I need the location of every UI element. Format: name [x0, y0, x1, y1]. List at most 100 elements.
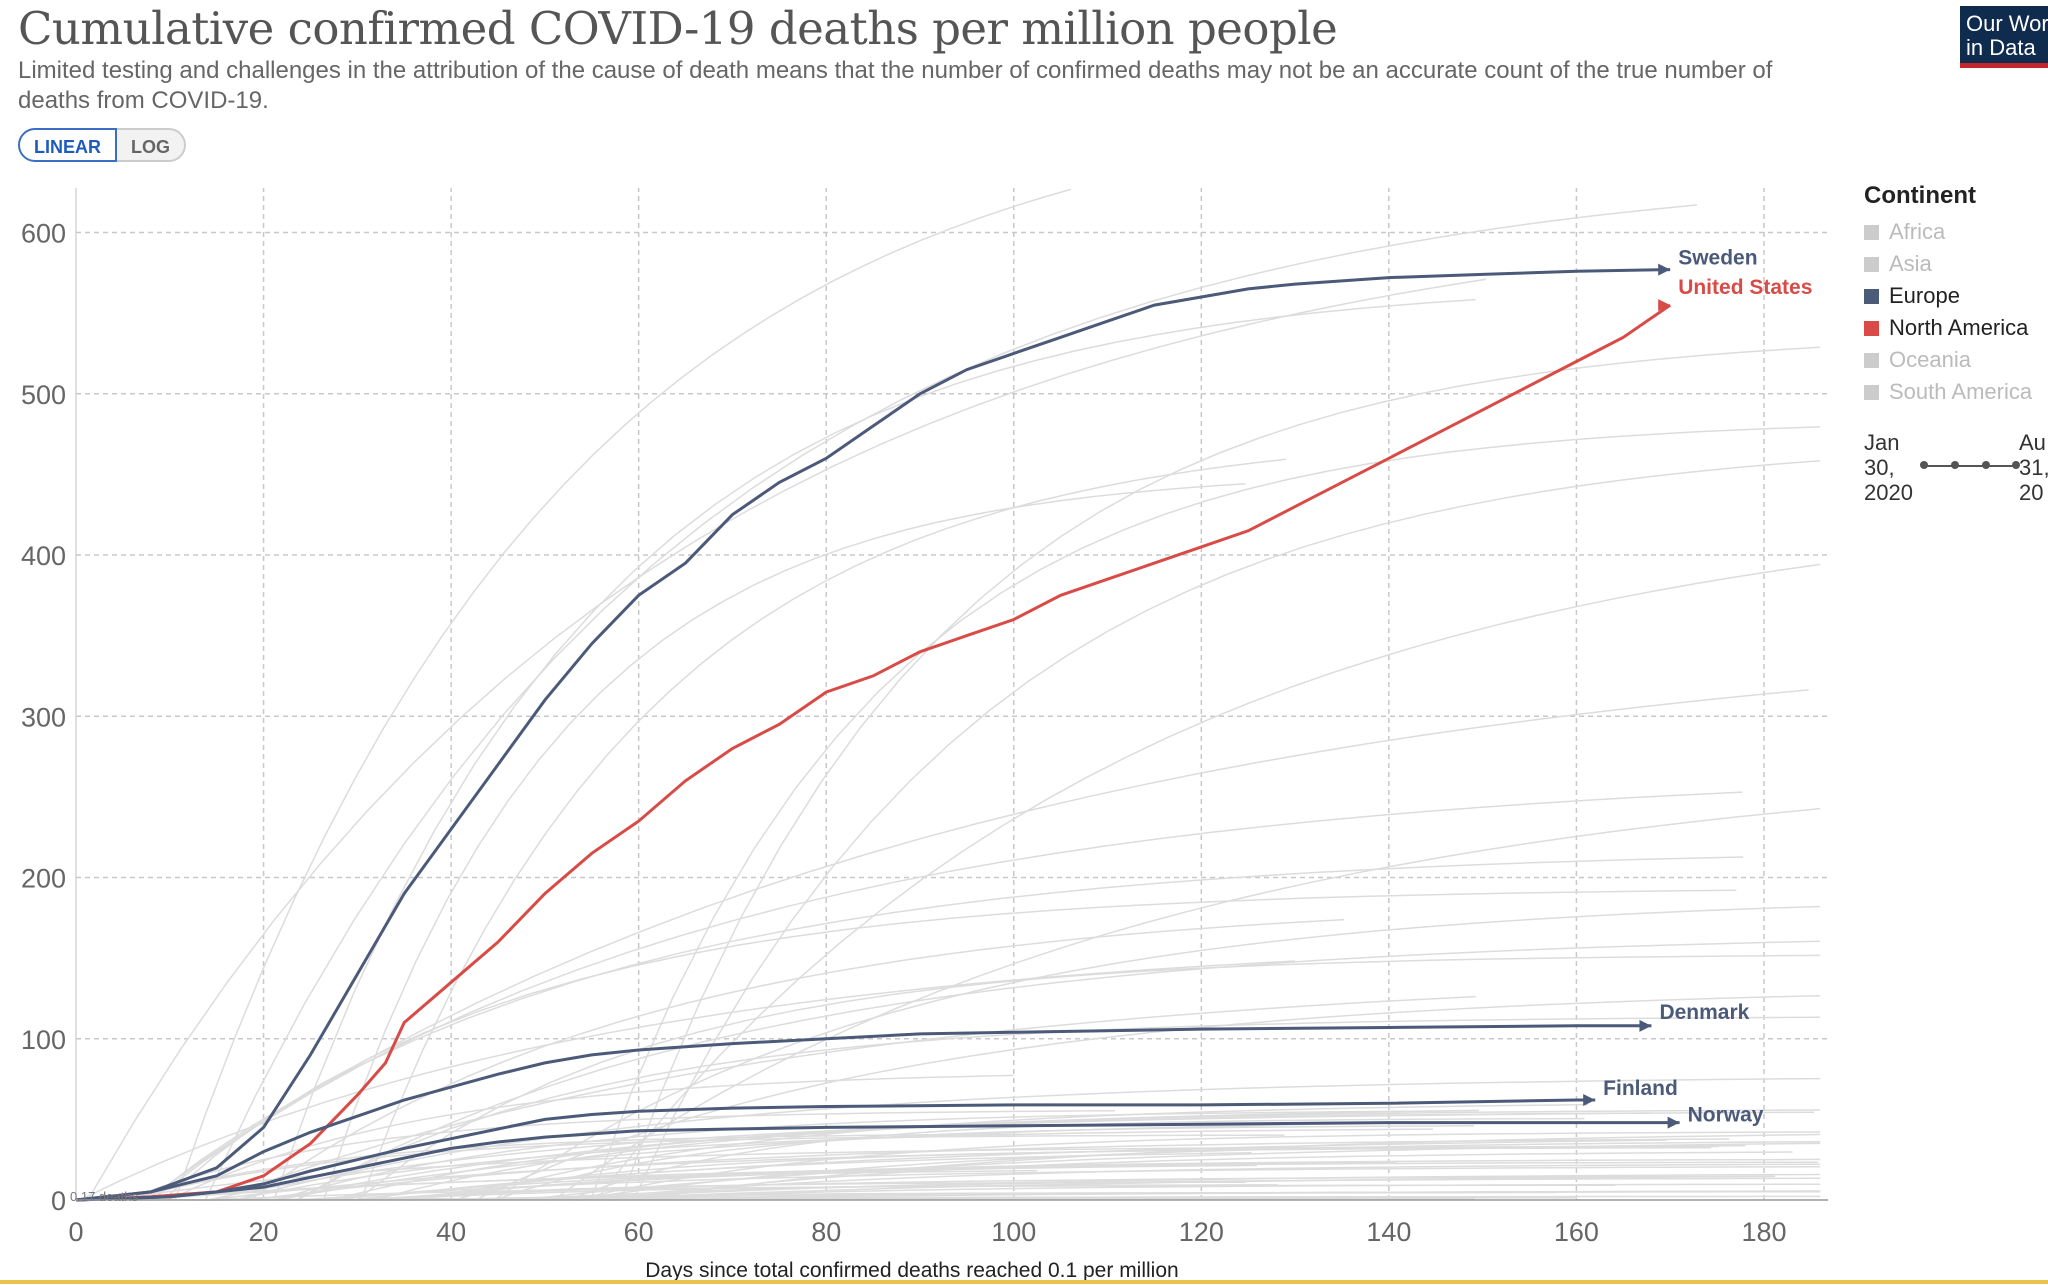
log-scale-button[interactable]: LOG: [117, 128, 186, 162]
legend-item-africa[interactable]: Africa: [1864, 216, 2032, 248]
background-country-line: [575, 1175, 1776, 1201]
highlighted-series: [75, 263, 1680, 1202]
chart-subtitle: Limited testing and challenges in the at…: [18, 57, 1773, 114]
background-country-line: [162, 889, 1737, 1201]
linear-scale-button[interactable]: LINEAR: [18, 128, 117, 162]
legend: Continent Africa Asia Europe North America O…: [1864, 182, 2032, 408]
background-country-line: [365, 1181, 1246, 1201]
x-tick-label: 40: [436, 1217, 466, 1247]
logo-line-2: in Data: [1966, 35, 2036, 60]
axes: 0 100 200 300 400 500 600 0 20 40 60 80 100 120 140 160…: [21, 188, 1828, 1247]
series-label-norway: Norway: [1688, 1104, 1764, 1127]
series-arrow-norway: [1667, 1116, 1680, 1129]
background-country-line: [520, 1142, 1821, 1201]
background-country-line: [235, 1077, 1821, 1201]
legend-swatch: [1864, 224, 1879, 240]
timeline-start-handle[interactable]: [1920, 461, 1928, 469]
background-country-line: [216, 995, 1476, 1201]
legend-label: South America: [1889, 379, 2033, 404]
chart-title: Cumulative confirmed COVID-19 deaths per…: [18, 2, 1338, 55]
timeline-slider[interactable]: Jan 30, 2020 Au 31, 20: [1864, 430, 2048, 510]
legend-label: Africa: [1889, 219, 1946, 244]
series-line-united-states: [75, 303, 1672, 1202]
background-country-line: [350, 1139, 1668, 1201]
legend-item-asia[interactable]: Asia: [1864, 248, 2032, 280]
legend-label: Asia: [1889, 251, 1932, 276]
background-lines: [79, 188, 1821, 1201]
timeline-track[interactable]: [1920, 461, 2020, 469]
legend-label: Oceania: [1889, 347, 1971, 372]
background-country-line: [275, 1122, 1358, 1201]
series-line-denmark: [75, 1024, 1652, 1202]
background-country-line: [493, 905, 1821, 1201]
legend-item-europe[interactable]: Europe: [1864, 280, 2032, 312]
background-country-line: [589, 426, 1821, 1201]
legend-item-south-america[interactable]: South America: [1864, 376, 2032, 408]
series-label-denmark: Denmark: [1659, 1001, 1749, 1024]
x-tick-label: 60: [624, 1217, 654, 1247]
x-tick-label: 0: [68, 1217, 83, 1247]
series-line-norway: [75, 1121, 1680, 1202]
y-tick-label: 300: [21, 702, 66, 732]
timeline-start-label: Jan 30, 2020: [1864, 430, 1913, 505]
y-tick-label: 500: [21, 380, 66, 410]
legend-label: North America: [1889, 315, 2029, 340]
logo-line-1: Our Wor: [1966, 11, 2048, 36]
series-arrow-united-states: [1658, 299, 1671, 312]
timeline-end-label: Au 31, 20: [2019, 430, 2048, 505]
legend-title: Continent: [1864, 182, 1976, 209]
x-tick-label: 20: [249, 1217, 279, 1247]
background-country-line: [206, 1111, 1815, 1201]
legend-item-north-america[interactable]: North America: [1864, 312, 2032, 344]
series-label-united-states: United States: [1678, 276, 1812, 299]
background-country-line: [579, 1183, 1821, 1201]
x-tick-label: 100: [991, 1217, 1036, 1247]
series-label-sweden: Sweden: [1678, 247, 1757, 270]
legend-swatch: [1864, 288, 1879, 304]
background-country-line: [147, 856, 1744, 1201]
background-country-line: [274, 1110, 1450, 1201]
background-country-line: [547, 1173, 1821, 1201]
series-line-finland: [75, 1098, 1596, 1202]
background-country-line: [573, 1140, 1821, 1201]
background-country-line: [168, 1074, 1014, 1201]
series-arrow-finland: [1583, 1094, 1596, 1107]
background-country-line: [613, 1151, 1793, 1201]
background-country-line: [150, 791, 1743, 1201]
x-tick-label: 160: [1554, 1217, 1599, 1247]
background-country-line: [145, 689, 1809, 1201]
legend-swatch: [1864, 256, 1879, 272]
background-country-line: [204, 204, 1698, 1201]
series-label-finland: Finland: [1603, 1077, 1678, 1100]
legend-swatch: [1864, 352, 1879, 368]
legend-swatch: [1864, 320, 1879, 336]
background-country-line: [273, 298, 1476, 1201]
background-country-line: [474, 994, 1821, 1201]
legend-swatch: [1864, 384, 1879, 400]
background-country-line: [552, 807, 1821, 1201]
background-country-line: [620, 346, 1821, 1201]
background-country-line: [322, 483, 1246, 1201]
x-tick-label: 80: [811, 1217, 841, 1247]
background-country-line: [295, 940, 1821, 1201]
background-country-line: [250, 1138, 1730, 1201]
y-tick-label: 200: [21, 864, 66, 894]
y-tick-label: 0: [51, 1186, 66, 1216]
background-country-line: [379, 1184, 1279, 1201]
background-country-line: [188, 1197, 1577, 1201]
background-country-line: [325, 1158, 1821, 1201]
owid-logo[interactable]: Our Wor in Data: [1960, 6, 2048, 68]
x-axis-label: Days since total confirmed deaths reache…: [645, 1259, 1178, 1282]
series-line-sweden: [75, 268, 1671, 1202]
background-country-line: [109, 1145, 1719, 1201]
timeline-end-handle[interactable]: [2012, 461, 2020, 469]
series-labels: Sweden United States Denmark Finland Norway: [1603, 247, 1812, 1127]
background-country-line: [87, 278, 1487, 1201]
background-country-line: [79, 960, 1296, 1201]
background-country-line: [405, 1190, 1821, 1201]
grid: [76, 188, 1828, 1200]
background-country-line: [360, 458, 1286, 1201]
legend-item-oceania[interactable]: Oceania: [1864, 344, 2032, 376]
x-tick-label: 140: [1366, 1217, 1411, 1247]
